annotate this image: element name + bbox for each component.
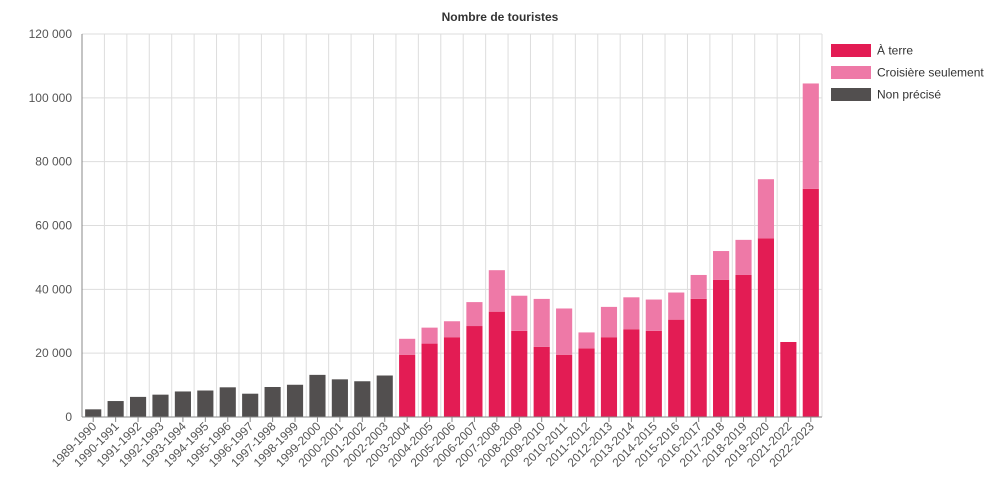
y-tick-label: 100 000 [29,91,73,105]
bar--terre-2010-2011 [556,354,573,417]
bar-croisi-re-seulement-2005-2006 [443,321,461,338]
bar-croisi-re-seulement-2015-2016 [668,292,685,320]
bar--terre-2022-2023 [802,188,819,417]
bars [85,83,819,417]
bar--terre-2019-2020 [757,238,775,417]
bar-non-pr-cis--1990-1991 [107,401,124,417]
bar-non-pr-cis--2000-2001 [331,379,348,417]
legend-swatch-1[interactable] [831,66,871,79]
bar--terre-2013-2014 [623,329,640,417]
bar--terre-2012-2013 [600,337,618,417]
y-tick-label: 80 000 [35,155,72,169]
y-tick-label: 0 [65,410,72,424]
legend-swatch-2[interactable] [831,88,871,101]
bar-croisi-re-seulement-2010-2011 [556,308,573,355]
bar--terre-2004-2005 [421,343,438,417]
bar-croisi-re-seulement-2022-2023 [802,83,819,189]
legend: À terre Croisière seulement Non précisé [831,43,984,102]
bar-non-pr-cis--1993-1994 [174,391,191,417]
bar-croisi-re-seulement-2017-2018 [713,251,730,280]
y-tick-label: 120 000 [29,27,73,41]
bar--terre-2018-2019 [735,274,752,417]
bar-croisi-re-seulement-2007-2008 [488,270,505,312]
bar--terre-2015-2016 [668,319,685,417]
bar--terre-2007-2008 [488,311,505,417]
bar--terre-2008-2009 [511,330,528,417]
bar-croisi-re-seulement-2019-2020 [757,179,775,239]
y-tick-label: 40 000 [35,282,72,296]
bar-non-pr-cis--1996-1997 [242,393,259,417]
legend-swatch-0[interactable] [831,44,871,57]
bar--terre-2005-2006 [443,337,461,417]
bar-non-pr-cis--1995-1996 [219,387,236,417]
bar-croisi-re-seulement-2009-2010 [533,298,550,347]
bar-croisi-re-seulement-2006-2007 [466,302,483,327]
bar-croisi-re-seulement-2014-2015 [645,299,662,331]
bar-non-pr-cis--1999-2000 [309,374,326,417]
bar-croisi-re-seulement-2008-2009 [511,295,528,331]
bar-non-pr-cis--1994-1995 [197,390,214,417]
bar--terre-2016-2017 [690,298,707,417]
legend-label-0[interactable]: À terre [877,43,913,58]
bar--terre-2017-2018 [713,279,730,417]
legend-label-1[interactable]: Croisière seulement [877,66,984,80]
grid [81,33,823,418]
bar-non-pr-cis--1997-1998 [264,386,281,417]
bar-non-pr-cis--1998-1999 [286,384,304,417]
bar-croisi-re-seulement-2018-2019 [735,239,752,275]
bar-non-pr-cis--1989-1990 [85,409,102,417]
bar--terre-2011-2012 [578,348,595,417]
bar--terre-2014-2015 [645,330,662,417]
bar-non-pr-cis--1991-1992 [129,396,147,417]
chart-title: Nombre de touristes [442,10,559,24]
bar--terre-2009-2010 [533,346,550,417]
bar-croisi-re-seulement-2004-2005 [421,327,438,344]
bar--terre-2003-2004 [399,354,416,417]
bar--terre-2006-2007 [466,326,483,417]
bar-non-pr-cis--2001-2002 [354,381,371,417]
legend-label-2[interactable]: Non précisé [877,88,941,102]
y-tick-label: 60 000 [35,219,72,233]
bar--terre-2021-2022 [780,341,797,417]
bar-non-pr-cis--2002-2003 [376,375,393,417]
bar-croisi-re-seulement-2011-2012 [578,332,595,349]
bar-croisi-re-seulement-2016-2017 [690,274,707,299]
bar-croisi-re-seulement-2013-2014 [623,297,640,330]
y-tick-label: 20 000 [35,346,72,360]
bar-non-pr-cis--1992-1993 [152,394,169,417]
bar-croisi-re-seulement-2012-2013 [600,306,618,338]
bar-croisi-re-seulement-2003-2004 [399,338,416,355]
